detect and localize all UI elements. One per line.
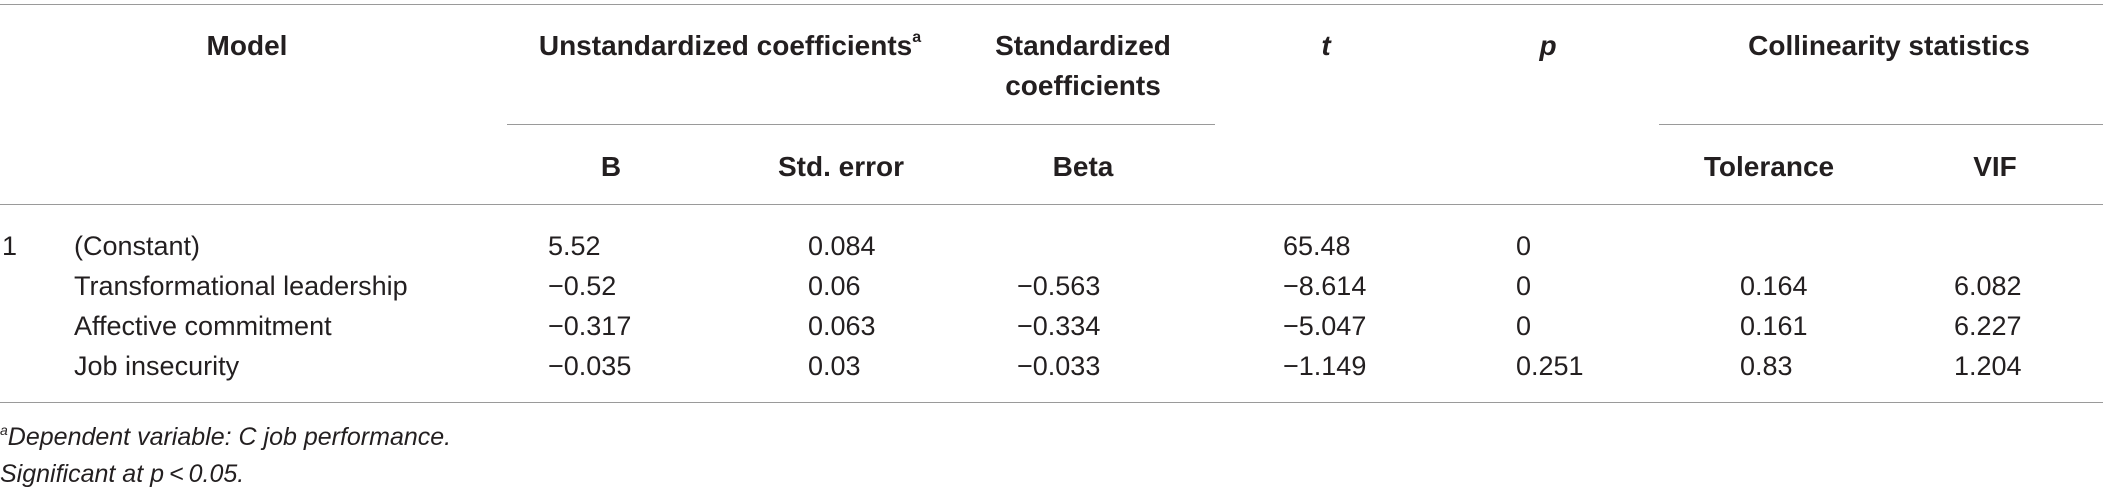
header-unstandardized: Unstandardized coefficientsa bbox=[538, 29, 922, 61]
cell-vif: 6.227 bbox=[1954, 311, 2022, 341]
cell-t: −5.047 bbox=[1283, 311, 1367, 341]
table-top-rule bbox=[0, 4, 2103, 5]
cell-vif: 6.082 bbox=[1954, 271, 2022, 301]
unstd-std-span-rule bbox=[507, 124, 1215, 125]
header-t: t bbox=[1321, 30, 1331, 61]
cell-beta: −0.563 bbox=[1017, 271, 1101, 301]
cell-tolerance: 0.83 bbox=[1740, 351, 1793, 381]
cell-t: −1.149 bbox=[1283, 351, 1367, 381]
header-standardized-line2: coefficients bbox=[1005, 70, 1161, 101]
cell-std-error: 0.06 bbox=[808, 271, 861, 301]
cell-b: −0.035 bbox=[548, 351, 632, 381]
row-label: Transformational leadership bbox=[74, 271, 408, 301]
cell-b: 5.52 bbox=[548, 231, 601, 261]
row-label: Affective commitment bbox=[74, 311, 332, 341]
row-number: 1 bbox=[2, 231, 18, 261]
cell-std-error: 0.084 bbox=[808, 231, 876, 261]
cell-beta: −0.033 bbox=[1017, 351, 1101, 381]
header-beta: Beta bbox=[1052, 151, 1114, 182]
footnote-mark: a bbox=[0, 422, 8, 438]
cell-p: 0 bbox=[1516, 271, 1532, 301]
header-unstandardized-text: Unstandardized coefficients bbox=[538, 30, 913, 61]
row-label: (Constant) bbox=[74, 231, 201, 261]
header-p: p bbox=[1539, 30, 1557, 61]
header-standardized-line1: Standardized bbox=[995, 30, 1171, 61]
table-bottom-rule bbox=[0, 402, 2103, 403]
header-std-error: Std. error bbox=[777, 151, 905, 182]
cell-b: −0.317 bbox=[548, 311, 632, 341]
header-tolerance: Tolerance bbox=[1703, 151, 1835, 182]
footnote-dependent-variable-text: Dependent variable: C job performance. bbox=[7, 423, 452, 451]
row-label: Job insecurity bbox=[74, 351, 240, 381]
header-model: Model bbox=[206, 30, 288, 61]
cell-tolerance: 0.164 bbox=[1740, 271, 1808, 301]
header-collinearity: Collinearity statistics bbox=[1748, 30, 2030, 61]
cell-std-error: 0.03 bbox=[808, 351, 861, 381]
header-b: B bbox=[600, 151, 622, 182]
cell-p: 0 bbox=[1516, 231, 1532, 261]
cell-std-error: 0.063 bbox=[808, 311, 876, 341]
footnote-dependent-variable: aDependent variable: C job performance. bbox=[0, 422, 452, 451]
cell-t: 65.48 bbox=[1283, 231, 1351, 261]
header-vif: VIF bbox=[1973, 151, 2017, 182]
collinearity-span-rule bbox=[1659, 124, 2103, 125]
cell-beta: −0.334 bbox=[1017, 311, 1101, 341]
footnote-significance: Significant at p < 0.05. bbox=[0, 460, 245, 488]
cell-p: 0 bbox=[1516, 311, 1532, 341]
cell-tolerance: 0.161 bbox=[1740, 311, 1808, 341]
header-bottom-rule bbox=[0, 204, 2103, 205]
cell-p: 0.251 bbox=[1516, 351, 1584, 381]
cell-t: −8.614 bbox=[1283, 271, 1367, 301]
cell-b: −0.52 bbox=[548, 271, 617, 301]
header-unstandardized-footnote-mark: a bbox=[912, 29, 922, 46]
cell-vif: 1.204 bbox=[1954, 351, 2022, 381]
